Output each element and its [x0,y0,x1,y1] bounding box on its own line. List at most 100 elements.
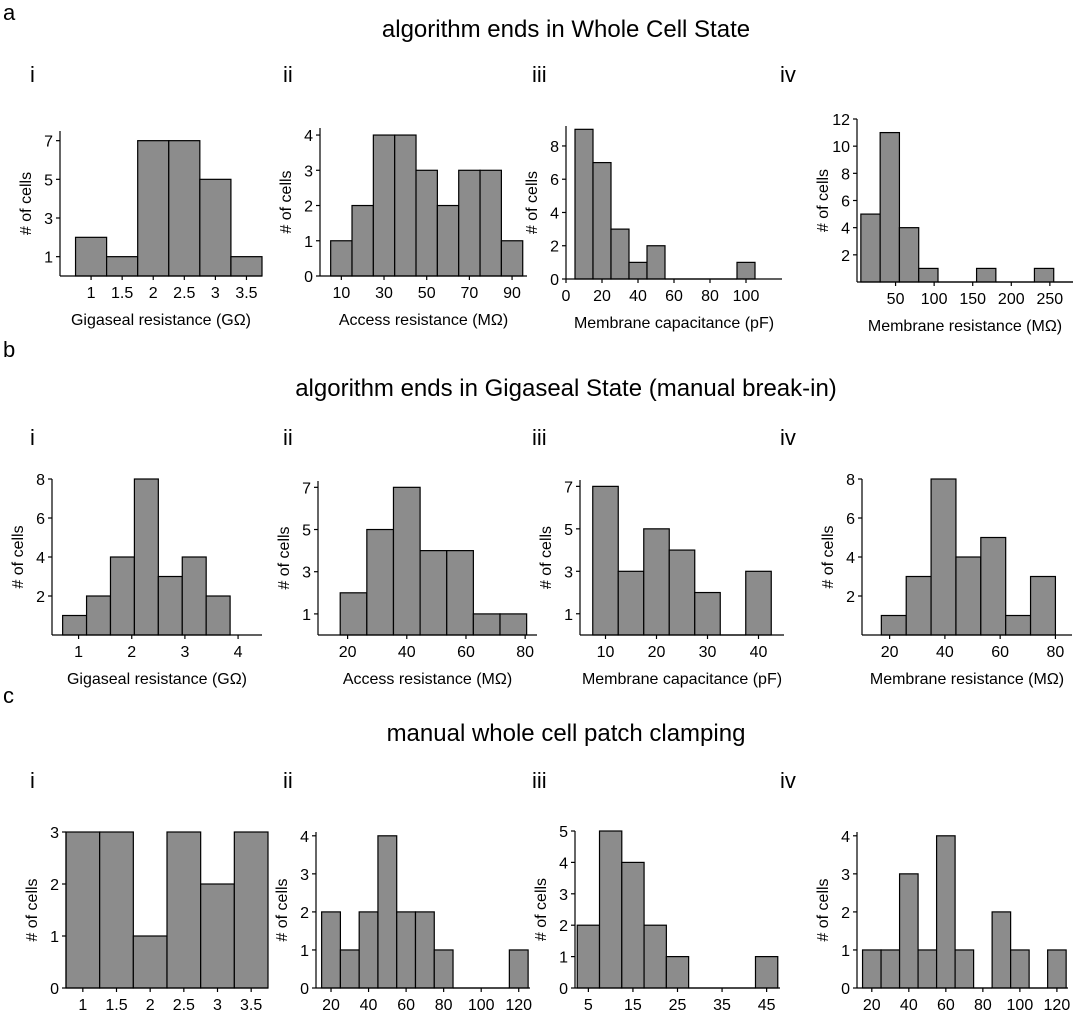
histogram-bar-a-i-2 [137,140,170,277]
y-tick-label-c-ii-0: 0 [300,981,309,998]
y-axis-label-a-ii: # of cells [278,170,295,233]
y-tick-label-b-iv-0: 2 [846,589,855,606]
histogram-bar-a-ii-7 [479,169,502,277]
histogram-bar-c-iii-2 [621,861,645,989]
y-tick-label-a-iii-1: 2 [550,239,559,256]
y-tick-label-a-iv-3: 8 [841,166,850,183]
x-tick-label-c-iii-1: 15 [624,997,642,1011]
histogram-bar-c-ii-2 [358,911,379,989]
y-axis-label-a-i: # of cells [18,172,35,235]
y-tick-label-c-iii-1: 1 [559,950,568,967]
y-axis-label-a-iii: # of cells [524,171,541,234]
x-tick-label-b-iii-0: 10 [597,644,615,661]
y-tick-label-a-iii-0: 0 [550,272,559,289]
y-tick-label-c-i-3: 3 [50,825,59,842]
section-title-c: manual whole cell patch clamping [386,720,746,747]
histogram-bar-c-ii-4 [396,911,417,989]
y-tick-label-b-ii-1: 3 [302,565,311,582]
histogram-bar-a-i-0 [74,236,108,277]
y-tick-label-a-iv-1: 4 [841,221,850,238]
histogram-bar-a-iii-0 [574,128,594,280]
histogram-bar-a-iii-3 [628,261,648,280]
histogram-bar-b-i-0 [62,614,88,636]
x-tick-label-c-ii-4: 100 [468,997,495,1011]
histogram-bar-a-i-4 [199,178,232,277]
x-tick-label-a-ii-3: 70 [460,285,478,302]
panel-label-a-ii: ii [283,62,293,87]
histogram-bar-a-ii-3 [394,134,417,277]
y-tick-label-c-iii-2: 2 [559,918,568,935]
histogram-bar-b-iv-0 [880,614,907,636]
y-axis-label-c-iii: # of cells [533,878,550,941]
x-tick-label-c-i-3: 2.5 [173,997,195,1011]
x-axis-label-a-iii: Membrane capacitance (pF) [574,315,774,332]
x-tick-label-a-iv-4: 250 [1037,291,1064,308]
histogram-bar-c-iii-3 [643,924,667,989]
section-title-a: algorithm ends in Whole Cell State [381,16,751,43]
y-tick-label-a-iii-3: 6 [550,172,559,189]
histogram-bar-b-iv-3 [955,556,982,636]
histogram-bar-b-iii-3 [668,549,696,636]
histogram-bar-b-i-6 [205,595,231,636]
x-tick-label-b-iv-1: 40 [936,644,954,661]
histogram-bar-a-ii-8 [500,240,524,277]
y-tick-label-b-iv-2: 6 [846,511,855,528]
histogram-bar-c-i-2 [132,935,168,989]
x-tick-label-a-i-3: 2.5 [173,285,195,302]
x-tick-label-c-iv-5: 120 [1044,997,1071,1011]
y-tick-label-c-ii-1: 1 [300,943,309,960]
y-tick-label-c-iv-0: 0 [841,981,850,998]
x-tick-label-c-i-0: 1 [78,997,87,1011]
x-tick-label-b-iv-2: 60 [991,644,1009,661]
x-tick-label-c-i-2: 2 [146,997,155,1011]
section-title-b: algorithm ends in Gigaseal State (manual… [295,375,837,402]
x-tick-label-b-ii-2: 60 [457,644,475,661]
section-letter-b: b [3,337,16,362]
y-tick-label-a-ii-4: 4 [304,128,313,145]
histogram-bar-c-i-4 [200,883,235,989]
histogram-bar-b-ii-6 [499,613,528,636]
y-tick-label-c-i-0: 0 [50,981,59,998]
histogram-bar-a-i-1 [106,256,139,277]
y-tick-label-b-iii-3: 7 [564,479,573,496]
histogram-bar-c-iv-1 [880,949,901,989]
histogram-bar-c-iv-3 [917,949,938,989]
x-tick-label-c-i-5: 3.5 [240,997,262,1011]
x-tick-label-c-ii-3: 80 [435,997,453,1011]
x-tick-label-a-i-0: 1 [87,285,96,302]
x-tick-label-a-iii-1: 20 [593,288,611,305]
y-tick-label-c-iv-2: 2 [841,905,850,922]
section-letter-c: c [3,683,14,708]
y-tick-label-c-ii-2: 2 [300,905,309,922]
x-tick-label-a-ii-1: 30 [375,285,393,302]
histogram-bar-a-iii-1 [592,161,612,280]
x-axis-label-a-ii: Access resistance (MΩ) [339,312,508,329]
x-tick-label-b-i-0: 1 [74,644,83,661]
y-tick-label-b-iv-3: 8 [846,472,855,489]
y-tick-label-a-iv-5: 12 [832,112,850,129]
histogram-bar-a-iv-9 [1033,267,1055,283]
histogram-bar-c-iv-5 [954,949,975,989]
histogram-bar-a-iv-2 [898,227,920,283]
y-tick-label-a-i-1: 3 [44,211,53,228]
panel-label-c-iv: iv [780,768,796,793]
x-tick-label-a-iv-0: 50 [887,291,905,308]
x-tick-label-a-iii-3: 60 [665,288,683,305]
y-tick-label-c-iii-5: 5 [559,824,568,841]
histogram-bar-a-iv-1 [879,131,901,283]
panel-label-c-iii: iii [532,768,547,793]
histogram-bar-b-iv-4 [980,536,1007,636]
histogram-bar-c-i-1 [99,831,134,989]
histogram-bar-a-ii-2 [372,134,396,277]
histogram-bar-c-ii-3 [377,835,398,989]
x-tick-label-c-iii-0: 5 [584,997,593,1011]
x-tick-label-c-ii-2: 60 [397,997,415,1011]
y-tick-label-a-ii-1: 1 [304,234,313,251]
y-tick-label-c-ii-4: 4 [300,829,309,846]
histogram-bar-c-iii-4 [665,955,690,989]
histogram-bar-a-iii-4 [646,245,666,280]
histogram-bar-c-iv-10 [1047,949,1067,989]
x-tick-label-b-iv-0: 20 [881,644,899,661]
histogram-bar-b-iv-1 [905,575,932,636]
